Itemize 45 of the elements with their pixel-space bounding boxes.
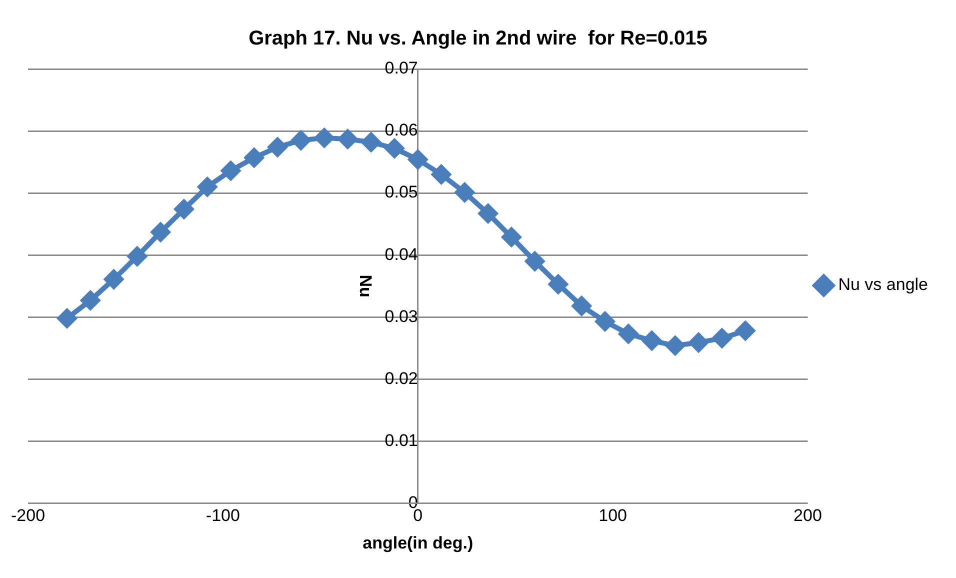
legend-label: Nu vs angle bbox=[838, 275, 928, 294]
chart-title: Graph 17. Nu vs. Angle in 2nd wire for Re=0.015 bbox=[248, 28, 708, 50]
point bbox=[712, 328, 732, 348]
point bbox=[198, 177, 217, 196]
point bbox=[478, 204, 498, 224]
x-tick-label: 200 bbox=[794, 506, 822, 526]
point bbox=[151, 222, 170, 242]
y-tick-label: 0.02 bbox=[384, 368, 418, 388]
point bbox=[455, 182, 474, 202]
point bbox=[502, 228, 521, 247]
point bbox=[642, 331, 662, 350]
point bbox=[666, 336, 685, 356]
y-tick-label: 0.06 bbox=[384, 120, 418, 140]
point bbox=[80, 290, 100, 310]
point bbox=[268, 138, 288, 157]
y-tick-label: 0.01 bbox=[384, 430, 418, 450]
x-tick-label: 100 bbox=[598, 506, 627, 526]
point bbox=[689, 333, 708, 352]
y-tick-label: 0.05 bbox=[384, 182, 418, 202]
point bbox=[221, 161, 240, 180]
y-axis-title: Nu bbox=[356, 274, 375, 298]
point bbox=[572, 296, 592, 316]
point bbox=[128, 246, 147, 266]
point bbox=[174, 200, 194, 219]
x-tick-label: -100 bbox=[206, 506, 240, 526]
point bbox=[596, 312, 614, 331]
point bbox=[104, 270, 124, 289]
point bbox=[362, 132, 381, 152]
x-tick-label: -200 bbox=[10, 506, 46, 526]
y-tick-label: 0.03 bbox=[384, 306, 418, 326]
point bbox=[338, 130, 358, 149]
point bbox=[432, 164, 451, 184]
point bbox=[618, 324, 638, 344]
x-axis-title: angle(in deg.) bbox=[362, 533, 474, 552]
point bbox=[384, 138, 404, 158]
y-tick-label: 0.07 bbox=[384, 58, 418, 78]
point bbox=[58, 308, 76, 328]
point bbox=[314, 128, 334, 148]
point bbox=[408, 150, 428, 170]
y-tick-label: 0.04 bbox=[384, 244, 418, 264]
point bbox=[525, 252, 544, 271]
point bbox=[548, 274, 568, 294]
point bbox=[244, 148, 264, 168]
point bbox=[291, 130, 310, 150]
point bbox=[736, 321, 755, 340]
